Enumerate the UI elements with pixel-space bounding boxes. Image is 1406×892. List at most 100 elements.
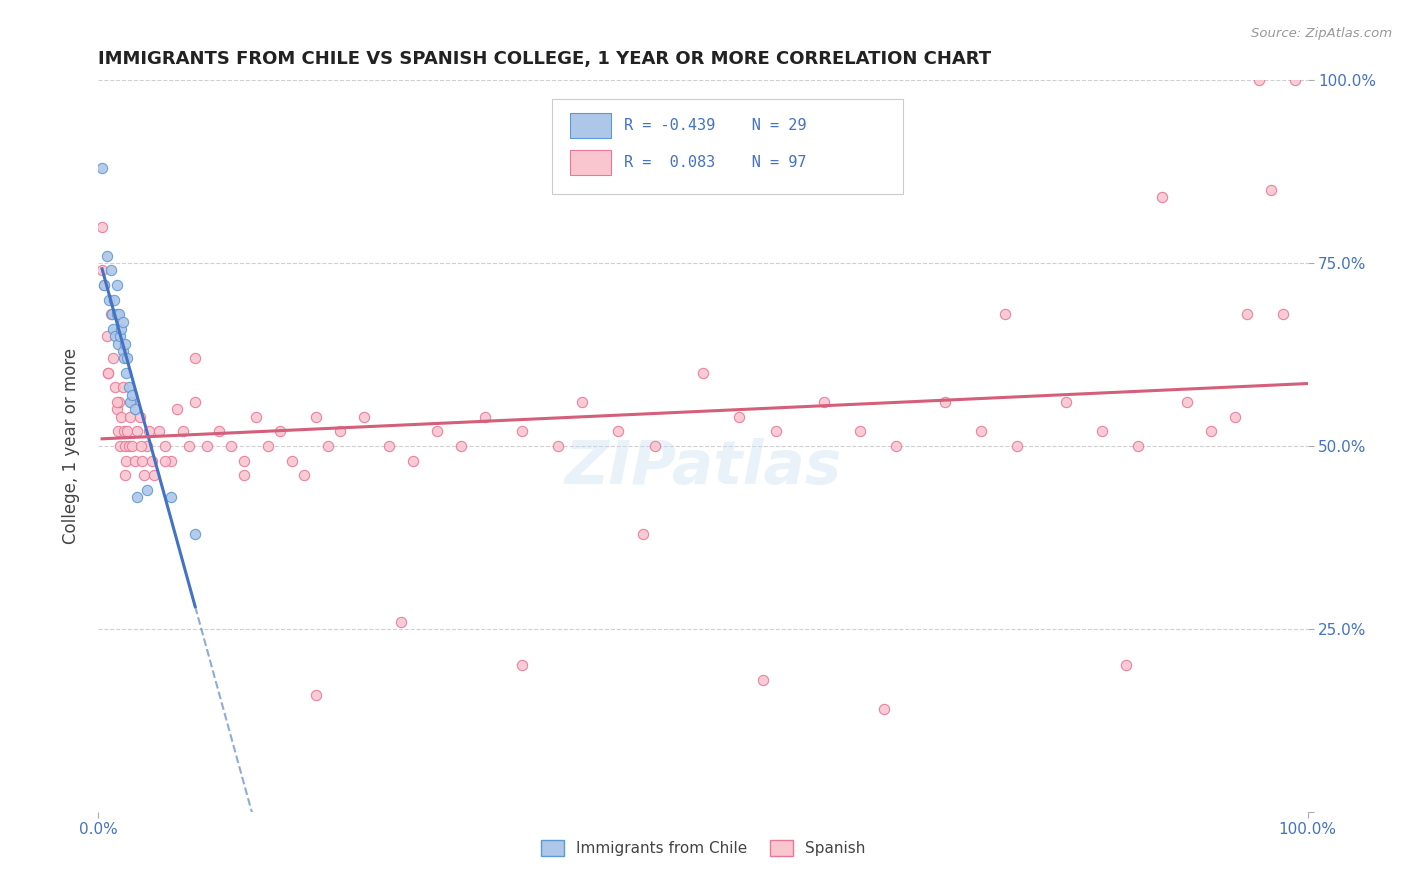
Point xyxy=(91,161,114,175)
Point xyxy=(426,425,449,439)
Point xyxy=(100,307,122,321)
Point xyxy=(131,453,153,467)
Point xyxy=(117,425,139,439)
Point xyxy=(121,439,143,453)
Point xyxy=(118,439,141,453)
Point xyxy=(111,380,134,394)
Point xyxy=(118,380,141,394)
Point xyxy=(1284,73,1306,87)
Point xyxy=(813,395,835,409)
Point xyxy=(402,453,425,467)
Point xyxy=(1260,183,1282,197)
Point xyxy=(135,439,157,453)
Point xyxy=(118,395,141,409)
Y-axis label: College, 1 year or more: College, 1 year or more xyxy=(62,348,80,544)
Point xyxy=(221,439,243,453)
Point xyxy=(111,315,134,329)
Point xyxy=(281,453,304,467)
Point xyxy=(607,425,630,439)
Point xyxy=(389,615,412,629)
Point xyxy=(124,453,146,467)
Point xyxy=(97,366,120,380)
Point xyxy=(129,439,152,453)
Point xyxy=(631,526,654,541)
Point xyxy=(1007,439,1029,453)
Point xyxy=(110,322,132,336)
FancyBboxPatch shape xyxy=(551,99,903,194)
Point xyxy=(97,366,120,380)
Point xyxy=(1236,307,1258,321)
Point xyxy=(124,402,146,417)
Point xyxy=(93,278,115,293)
Point xyxy=(510,658,533,673)
Point xyxy=(179,439,201,453)
Point xyxy=(135,483,157,497)
Point xyxy=(172,425,194,439)
Point xyxy=(141,453,163,467)
Point xyxy=(153,439,176,453)
Point xyxy=(547,439,569,453)
Point xyxy=(353,409,375,424)
Point xyxy=(184,351,207,366)
Point xyxy=(105,278,128,293)
Point xyxy=(474,409,496,424)
Point xyxy=(510,425,533,439)
Point xyxy=(120,395,142,409)
Point xyxy=(1115,658,1137,673)
Point xyxy=(108,439,131,453)
Point xyxy=(105,395,128,409)
Point xyxy=(305,688,328,702)
Point xyxy=(115,366,138,380)
Point xyxy=(114,468,136,483)
Point xyxy=(692,366,714,380)
Point xyxy=(160,490,183,504)
Point xyxy=(1249,73,1271,87)
Point xyxy=(148,425,170,439)
Point xyxy=(108,329,131,343)
Text: IMMIGRANTS FROM CHILE VS SPANISH COLLEGE, 1 YEAR OR MORE CORRELATION CHART: IMMIGRANTS FROM CHILE VS SPANISH COLLEGE… xyxy=(98,50,991,68)
Point xyxy=(105,307,128,321)
Point xyxy=(329,425,352,439)
Point xyxy=(1199,425,1222,439)
FancyBboxPatch shape xyxy=(569,150,612,175)
Point xyxy=(292,468,315,483)
Point xyxy=(1223,409,1246,424)
Point xyxy=(128,409,150,424)
Point xyxy=(256,439,278,453)
Point xyxy=(1175,395,1198,409)
Point xyxy=(100,307,122,321)
Point xyxy=(245,409,267,424)
Point xyxy=(644,439,666,453)
FancyBboxPatch shape xyxy=(569,113,612,138)
Point xyxy=(114,439,136,453)
Point xyxy=(134,468,156,483)
Point xyxy=(91,263,114,277)
Point xyxy=(377,439,399,453)
Point xyxy=(184,526,207,541)
Point xyxy=(110,409,132,424)
Point xyxy=(114,336,136,351)
Point xyxy=(127,490,149,504)
Point xyxy=(208,425,231,439)
Point xyxy=(138,425,160,439)
Text: Source: ZipAtlas.com: Source: ZipAtlas.com xyxy=(1251,27,1392,40)
Point xyxy=(166,402,188,417)
Point xyxy=(765,425,787,439)
Text: ZIPatlas: ZIPatlas xyxy=(564,439,842,498)
Point xyxy=(160,453,183,467)
Text: R = -0.439    N = 29: R = -0.439 N = 29 xyxy=(624,118,807,133)
Point xyxy=(104,329,127,343)
Point xyxy=(103,293,125,307)
Legend: Immigrants from Chile, Spanish: Immigrants from Chile, Spanish xyxy=(534,834,872,863)
Point xyxy=(115,453,138,467)
Point xyxy=(93,278,115,293)
Point xyxy=(98,293,121,307)
Point xyxy=(450,439,472,453)
Point xyxy=(232,468,254,483)
Point xyxy=(184,395,207,409)
Point xyxy=(101,322,124,336)
Point xyxy=(305,409,328,424)
Point xyxy=(127,425,149,439)
Point xyxy=(96,249,118,263)
Point xyxy=(91,219,114,234)
